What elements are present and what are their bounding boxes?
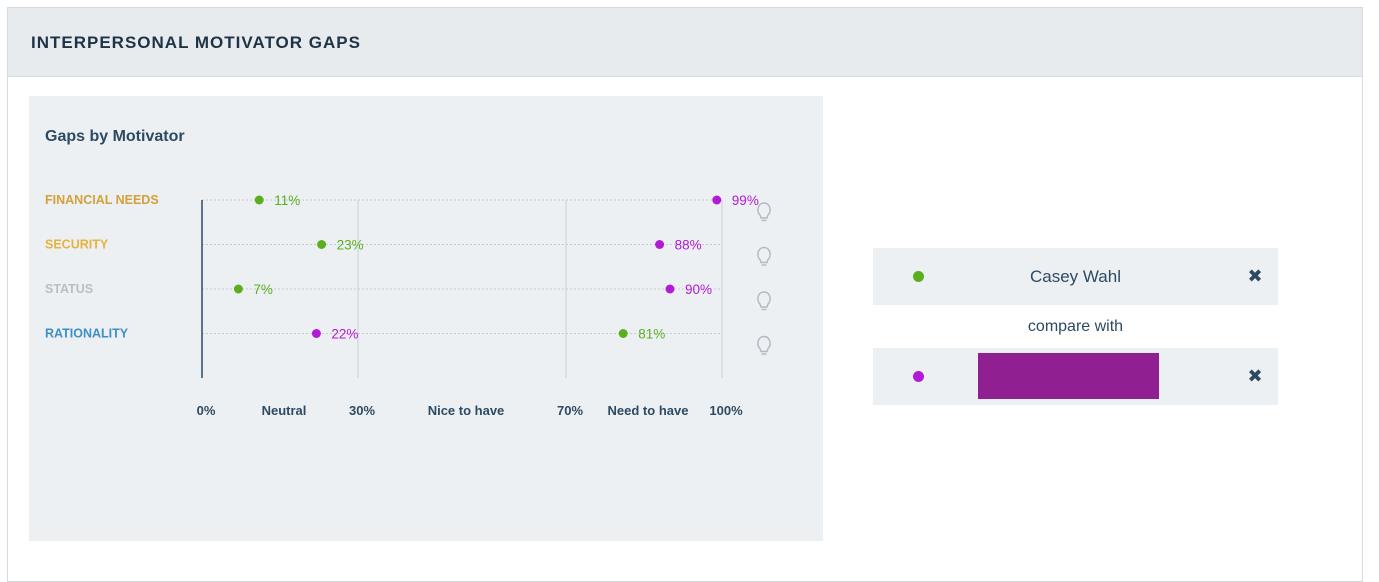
person-a-dot: [913, 271, 924, 282]
data-point: [311, 329, 321, 338]
lightbulb-icon[interactable]: [757, 335, 771, 355]
zone-label: Need to have: [608, 403, 689, 418]
zone-label: Nice to have: [428, 403, 505, 418]
x-tick-label: 70%: [557, 403, 583, 418]
x-tick-label: 0%: [197, 403, 216, 418]
data-label: 90%: [685, 282, 712, 297]
data-label: 11%: [274, 193, 300, 208]
panel-header: INTERPERSONAL MOTIVATOR GAPS: [8, 8, 1362, 77]
gaps-chart: FINANCIAL NEEDS SECURITY STATUS RATIONALITY…: [45, 193, 771, 418]
lightbulb-icon[interactable]: [757, 291, 771, 311]
category-label: RATIONALITY: [45, 327, 129, 341]
category-label: STATUS: [45, 282, 93, 296]
compare-with-label: compare with: [1027, 318, 1124, 335]
legend-person-b: ✖: [873, 348, 1278, 405]
panel-title: INTERPERSONAL MOTIVATOR GAPS: [31, 33, 361, 52]
data-label: 88%: [675, 238, 702, 253]
category-label: SECURITY: [45, 238, 109, 252]
data-point: [665, 284, 675, 294]
data-point: [317, 240, 327, 249]
x-tick-label: 30%: [349, 403, 375, 418]
data-label: 23%: [337, 238, 364, 253]
remove-person-a-icon[interactable]: ✖: [1247, 266, 1263, 286]
data-point: [254, 195, 264, 205]
lightbulb-icon[interactable]: [757, 202, 771, 222]
person-b-dot: [913, 371, 924, 382]
zone-label: Neutral: [262, 403, 307, 418]
card-title: Gaps by Motivator: [45, 128, 185, 145]
data-point: [655, 240, 665, 249]
data-point: [618, 329, 628, 338]
data-label: 7%: [253, 282, 273, 297]
gaps-chart-card: Gaps by Motivator FINANCIAL NEEDS SECURIT…: [29, 96, 823, 541]
data-label: 99%: [732, 193, 759, 208]
compare-person-select[interactable]: [978, 353, 1159, 399]
x-tick-label: 100%: [709, 403, 743, 418]
data-label: 81%: [638, 327, 665, 342]
data-point: [233, 284, 243, 294]
data-label: 22%: [331, 327, 358, 342]
person-a-name: Casey Wahl: [1029, 267, 1121, 286]
data-point: [712, 195, 722, 205]
remove-person-b-icon[interactable]: ✖: [1247, 366, 1263, 386]
legend-person-a: Casey Wahl ✖: [873, 248, 1278, 305]
category-label: FINANCIAL NEEDS: [45, 193, 159, 207]
lightbulb-icon[interactable]: [757, 246, 771, 266]
